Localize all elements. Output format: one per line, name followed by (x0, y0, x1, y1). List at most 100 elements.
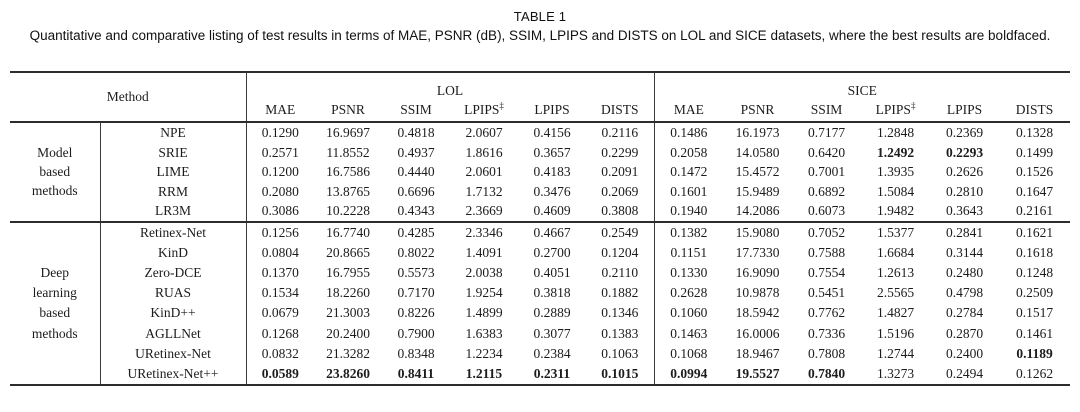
value-cell-sice-ruas-psnr: 10.9878 (735, 285, 780, 301)
value-cell-sice-uretinex-net-ssim: 0.7808 (808, 345, 846, 361)
value-cell-lol-srie-psnr: 11.8552 (326, 144, 370, 160)
value-cell-lol-rrm-lpips: 1.7132 (465, 183, 503, 199)
value-cell-lol-lr3m-lpips: 0.4609 (518, 201, 586, 223)
method-name: URetinex-Net++ (127, 365, 219, 381)
deep-learning-methods-group: Deep learning based methods Retinex-Net 0.… (10, 221, 1070, 386)
method-name: SRIE (158, 144, 188, 160)
value-cell-sice-rrm-mae: 0.1601 (653, 181, 724, 201)
metric-label: DISTS (1015, 102, 1054, 117)
value-cell-sice-zero-dce-ssim: 0.7554 (808, 264, 846, 280)
method-name: RRM (157, 183, 188, 199)
value-cell-sice-ruas-lpips: 2.5565 (877, 285, 915, 301)
value-cell-lol-agllnet-lpips: 1.6383 (465, 325, 503, 341)
method-name: LIME (156, 164, 190, 179)
metric-label: LPIPS (875, 102, 911, 117)
value-cell-sice-rrm-lpips: 1.5084 (877, 183, 915, 199)
table-row: Model based methods NPE 0.1290 16.9697 0.481… (10, 122, 1070, 222)
table-row: URetinex-Net 0.0832 21.3282 0.8348 1.2234 0.2… (10, 343, 1070, 364)
method-name: NPE (160, 125, 186, 140)
value-cell-lol-npe-mae: 0.1290 (245, 122, 314, 143)
table-caption: Quantitative and comparative listing of … (29, 28, 1051, 43)
method-name: KinD++ (150, 305, 196, 321)
value-cell-sice-uretinex-net++-lpips: 0.2494 (946, 365, 984, 381)
value-cell-sice-lime-psnr: 15.4572 (735, 164, 780, 179)
value-cell-sice-lime-ssim: 0.7001 (808, 164, 846, 179)
value-cell-lol-retinex-net-ssim: 0.4285 (397, 224, 435, 240)
value-cell-sice-npe-dists: 0.1328 (1015, 125, 1054, 140)
value-cell-lol-kind++-dists: 0.1346 (601, 305, 639, 321)
value-cell-sice-agllnet-psnr: 16.0006 (735, 325, 780, 341)
value-cell-sice-srie-ssim: 0.6420 (808, 144, 846, 160)
col-header-lol-lpips: LPIPS (518, 99, 586, 122)
value-cell-sice-npe-ssim: 0.7177 (808, 125, 846, 140)
value-cell-lol-agllnet-ssim: 0.7900 (397, 325, 435, 341)
value-cell-lol-kind-psnr: 20.8665 (326, 244, 370, 260)
value-cell-lol-rrm-lpips: 0.3476 (533, 183, 571, 199)
value-cell-lol-retinex-net-lpips: 0.4667 (533, 224, 571, 240)
value-cell-sice-rrm-lpips: 0.2810 (946, 183, 984, 199)
col-header-sice-ssim: SSIM (792, 99, 861, 122)
value-cell-sice-lr3m-dists: 0.2161 (999, 201, 1070, 223)
value-cell-sice-agllnet-mae: 0.1463 (653, 323, 724, 344)
value-cell-lol-uretinex-net-lpips: 0.2384 (533, 345, 571, 361)
value-cell-sice-uretinex-net++-mae: 0.0994 (653, 363, 724, 386)
value-cell-sice-ruas-ssim: 0.5451 (808, 285, 846, 301)
value-cell-sice-srie-dists: 0.1499 (1015, 144, 1054, 160)
value-cell-sice-lime-lpips: 1.3935 (877, 164, 915, 179)
table-row: URetinex-Net++ 0.0589 23.8260 0.8411 1.2115 0… (10, 363, 1070, 386)
value-cell-sice-retinex-net-lpips: 0.2841 (946, 224, 984, 240)
value-cell-lol-zero-dce-lpips: 0.4051 (533, 264, 571, 280)
table-row: RUAS 0.1534 18.2260 0.7170 1.9254 0.3818 0.188… (10, 283, 1070, 304)
method-name: KinD (158, 244, 188, 260)
col-header-lol-mae: MAE (245, 99, 314, 122)
value-cell-lol-ruas-lpips: 1.9254 (465, 285, 503, 301)
metric-label: MAE (265, 102, 296, 117)
col-header-sice-lpips-ref: LPIPS‡ (861, 99, 930, 122)
method-name: Zero-DCE (144, 264, 202, 280)
value-cell-lol-kind-mae: 0.0804 (245, 242, 314, 263)
value-cell-sice-kind-psnr: 17.7330 (735, 244, 780, 260)
value-cell-lol-ruas-dists: 0.1882 (601, 285, 639, 301)
model-based-methods-group: Model based methods NPE 0.1290 16.9697 0.481… (10, 122, 1070, 223)
value-cell-sice-retinex-net-mae: 0.1382 (653, 221, 724, 243)
value-cell-sice-agllnet-lpips: 1.5196 (877, 325, 915, 341)
metric-label: SSIM (400, 102, 432, 117)
method-name: Retinex-Net (140, 224, 206, 240)
value-cell-lol-kind++-mae: 0.0679 (245, 303, 314, 324)
value-cell-sice-retinex-net-psnr: 15.9080 (735, 224, 780, 240)
method-name: AGLLNet (145, 325, 201, 341)
value-cell-lol-uretinex-net++-lpips: 1.2115 (465, 365, 503, 381)
method-name: LR3M (100, 201, 246, 223)
col-header-lol-dists: DISTS (586, 99, 654, 122)
value-cell-lol-agllnet-dists: 0.1383 (601, 325, 639, 341)
value-cell-lol-ruas-mae: 0.1534 (245, 283, 314, 304)
value-cell-sice-agllnet-dists: 0.1461 (1015, 325, 1054, 341)
metric-label: PSNR (740, 102, 775, 117)
value-cell-sice-uretinex-net++-psnr: 19.5527 (735, 365, 780, 381)
value-cell-sice-lr3m-ssim: 0.6073 (792, 201, 862, 223)
value-cell-sice-uretinex-net-dists: 0.1189 (1016, 345, 1053, 361)
value-cell-sice-srie-mae: 0.2058 (653, 142, 724, 162)
metric-label: LPIPS (534, 102, 570, 117)
value-cell-lol-retinex-net-dists: 0.2549 (601, 224, 639, 240)
metric-label: PSNR (331, 102, 365, 117)
value-cell-lol-agllnet-lpips: 0.3077 (533, 325, 571, 341)
table-row: LR3M 0.3086 10.2228 0.4343 2.3669 0.4609 0.380… (10, 201, 1070, 223)
value-cell-lol-rrm-psnr: 13.8765 (326, 183, 370, 199)
value-cell-lol-agllnet-psnr: 20.2400 (326, 325, 370, 341)
value-cell-sice-npe-mae: 0.1486 (653, 122, 724, 143)
table-header: Method LOL SICE MAE PSNR SSIM LPIPS‡ LPIPS DI… (10, 72, 1070, 122)
metric-label: LPIPS (946, 102, 983, 117)
value-cell-sice-zero-dce-lpips: 0.2480 (946, 264, 984, 280)
value-cell-lol-npe-dists: 0.2116 (601, 125, 639, 140)
value-cell-lol-uretinex-net-psnr: 21.3282 (326, 345, 370, 361)
value-cell-sice-uretinex-net-psnr: 18.9467 (735, 345, 780, 361)
dataset-header-lol: LOL (245, 72, 655, 99)
value-cell-lol-lr3m-lpips: 2.3669 (450, 201, 518, 223)
value-cell-lol-rrm-dists: 0.2069 (601, 183, 639, 199)
value-cell-sice-lr3m-lpips: 0.3643 (930, 201, 1000, 223)
col-header-lol-lpips-ref: LPIPS‡ (450, 99, 518, 122)
value-cell-sice-kind-ssim: 0.7588 (808, 244, 846, 260)
value-cell-lol-srie-lpips: 1.8616 (465, 144, 503, 160)
value-cell-lol-kind++-psnr: 21.3003 (326, 305, 370, 321)
